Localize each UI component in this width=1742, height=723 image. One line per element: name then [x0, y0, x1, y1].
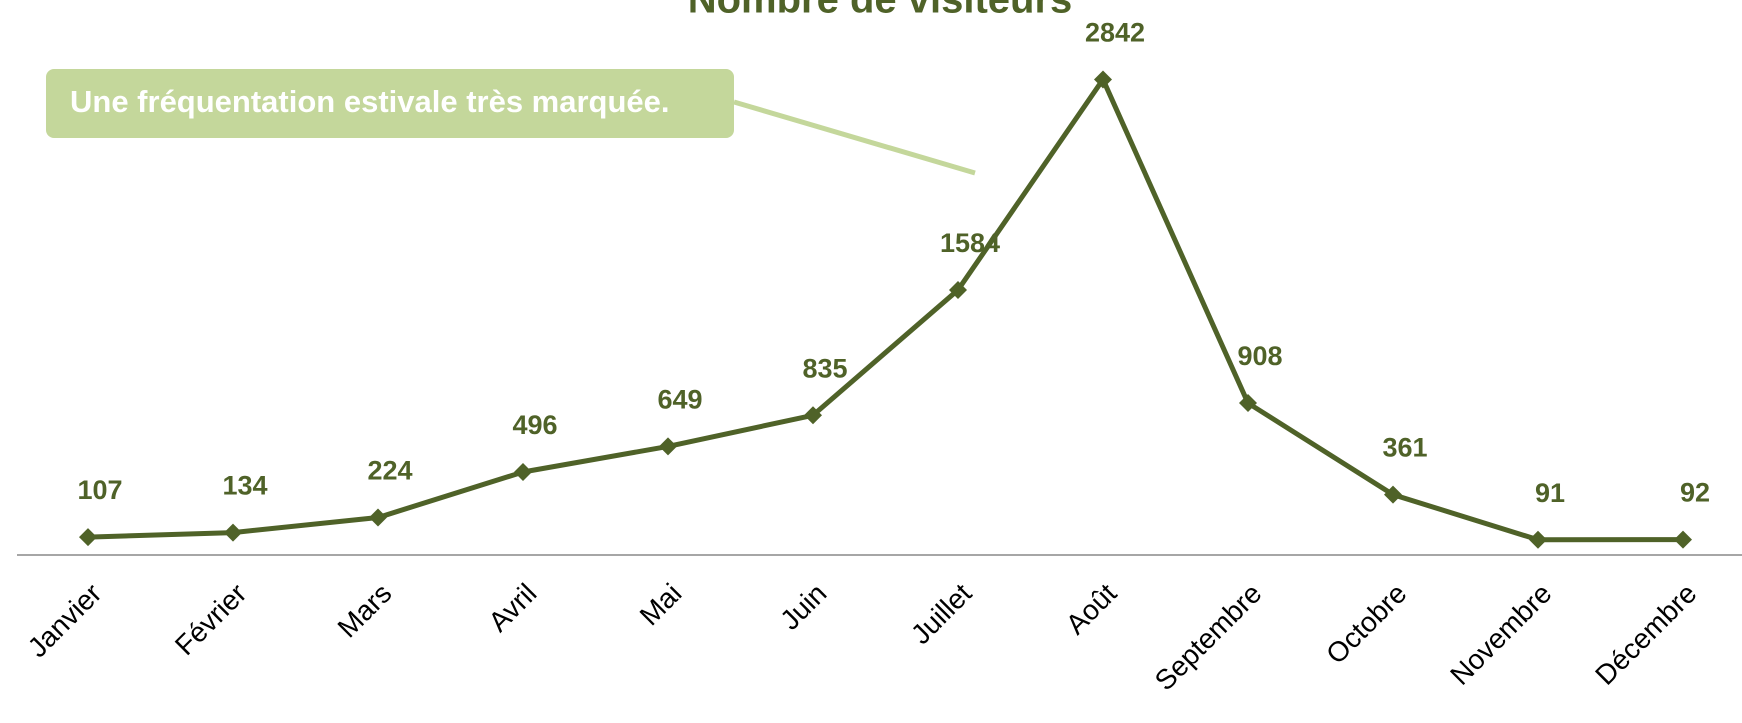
- annotation: Une fréquentation estivale très marquée.: [70, 84, 670, 119]
- marker: [79, 528, 97, 547]
- marker: [1094, 70, 1112, 89]
- marker: [1674, 530, 1692, 549]
- x-tick-label: Janvier: [22, 578, 108, 664]
- data-label: 908: [1237, 341, 1282, 371]
- x-tick-label: Juin: [774, 578, 832, 636]
- marker: [1529, 530, 1547, 549]
- x-tick-label: Août: [1060, 577, 1123, 640]
- x-tick-label: Février: [169, 578, 253, 662]
- data-label: 91: [1535, 478, 1565, 508]
- data-label: 107: [77, 475, 122, 505]
- data-label: 92: [1680, 478, 1710, 508]
- x-tick-label: Décembre: [1589, 578, 1702, 691]
- data-label: 835: [802, 353, 847, 383]
- marker: [369, 508, 387, 527]
- data-label: 1584: [940, 228, 1000, 258]
- x-tick-label: Juillet: [905, 577, 978, 650]
- data-label: 649: [657, 385, 702, 415]
- x-tick-label: Septembre: [1149, 578, 1268, 697]
- line: [87, 76, 1684, 543]
- data-label: 134: [222, 471, 267, 501]
- marker: [804, 406, 822, 425]
- x-tick-label: Novembre: [1444, 578, 1557, 691]
- x-tick-label: Avril: [482, 578, 542, 638]
- data-label: 224: [367, 456, 412, 486]
- annotation-box: [46, 69, 734, 138]
- x-tick-label: Mai: [634, 578, 688, 632]
- annotation-connector: [733, 99, 976, 176]
- x-tick-label: Octobre: [1320, 578, 1412, 670]
- x-tick-label: Mars: [332, 578, 398, 644]
- data-label: 496: [512, 410, 557, 440]
- chart-title: Nombre de visiteurs: [688, 0, 1073, 22]
- data-label: 2842: [1085, 18, 1145, 48]
- marker: [1239, 394, 1257, 413]
- marker: [949, 280, 967, 299]
- marker: [659, 437, 677, 456]
- marker: [1384, 485, 1402, 504]
- marker: [224, 523, 242, 542]
- data-label: 361: [1382, 433, 1427, 463]
- marker: [514, 463, 532, 482]
